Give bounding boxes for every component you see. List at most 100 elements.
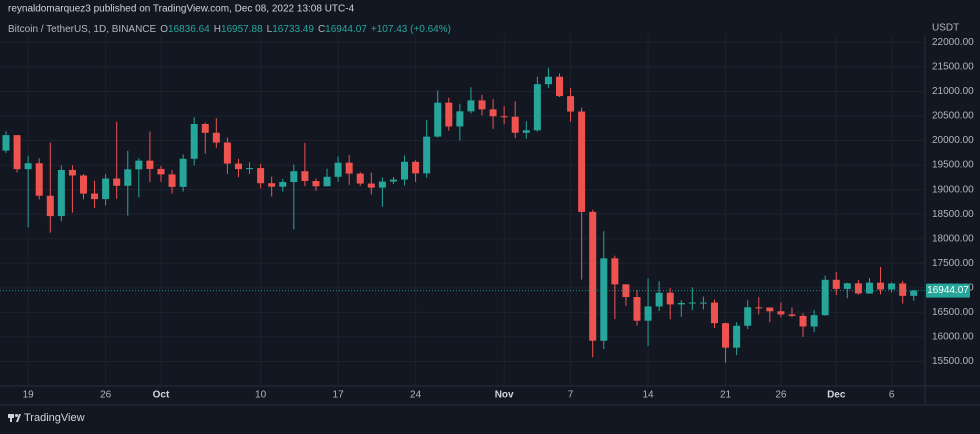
candle-body: [854, 283, 862, 294]
candle-body: [600, 258, 608, 341]
candle-body: [146, 160, 154, 169]
y-tick-label: 16500.00: [932, 307, 974, 318]
x-tick-label: 7: [568, 390, 574, 401]
candle-body: [57, 169, 65, 217]
legend: Bitcoin / TetherUS, 1D, BINANCE O16836.64…: [8, 24, 451, 35]
x-tick-label: Oct: [153, 390, 170, 401]
candle-body: [168, 174, 176, 187]
candle-body: [46, 195, 54, 217]
candle-body: [412, 161, 420, 174]
candle-body: [633, 297, 641, 321]
candle-body: [79, 175, 87, 194]
candle-body: [810, 315, 818, 327]
candle-body: [279, 182, 287, 187]
candle-body: [345, 162, 353, 174]
candle-body: [124, 169, 132, 186]
x-tick-label: 21: [720, 390, 732, 401]
candle-body: [655, 292, 663, 307]
logo-part: [16, 414, 21, 422]
candle-body: [744, 307, 752, 326]
candle-body: [533, 84, 541, 131]
candle-body: [589, 211, 597, 341]
candle-body: [2, 135, 10, 151]
candle-body: [467, 100, 475, 112]
candle-body: [910, 290, 918, 296]
candle-body: [611, 258, 619, 285]
candle-body: [234, 163, 242, 170]
x-tick-label: 6: [889, 390, 895, 401]
candle-body: [323, 176, 331, 187]
candle-body: [821, 279, 829, 316]
high-label: H: [214, 24, 221, 35]
symbol: Bitcoin / TetherUS, 1D, BINANCE: [8, 24, 157, 35]
candle-body: [434, 102, 442, 137]
y-tick-label: 18500.00: [932, 209, 974, 220]
candle-body: [766, 307, 774, 312]
candle-body: [755, 307, 763, 309]
candle-body: [35, 163, 43, 196]
candle-body: [500, 116, 508, 118]
y-tick-label: 21500.00: [932, 62, 974, 73]
x-tick-label: 17: [333, 390, 345, 401]
x-tick-label: Dec: [827, 390, 846, 401]
candle-body: [622, 284, 630, 298]
candle-body: [544, 76, 552, 85]
candle-body: [157, 168, 165, 175]
y-tick-label: 22000.00: [932, 37, 974, 48]
candle-body: [445, 102, 453, 127]
x-tick-label: Nov: [495, 390, 514, 401]
y-tick-label: 15500.00: [932, 356, 974, 367]
x-tick-label: 26: [100, 390, 112, 401]
candle-body: [899, 283, 907, 296]
candle-body: [113, 178, 121, 186]
candle-body: [102, 178, 110, 200]
candle-body: [699, 302, 707, 304]
y-tick-label: 20000.00: [932, 135, 974, 146]
candle-body: [401, 161, 409, 180]
candle-body: [865, 282, 873, 294]
candle-body: [888, 283, 896, 290]
candle-body: [788, 314, 796, 316]
y-tick-label: 16000.00: [932, 332, 974, 343]
candle-body: [190, 124, 198, 159]
candle-body: [201, 124, 209, 133]
low-value: 16733.49: [272, 24, 314, 35]
candle-body: [877, 282, 885, 290]
candle-body: [13, 135, 21, 170]
candle-body: [733, 325, 741, 348]
close-value: 16944.07: [325, 24, 367, 35]
candle-body: [677, 302, 685, 305]
last-price-label: 16944.07: [927, 285, 969, 296]
candle-body: [257, 168, 265, 184]
candle-body: [478, 100, 486, 110]
candle-body: [290, 171, 298, 183]
low-label: L: [267, 24, 273, 35]
y-tick-label: 18000.00: [932, 233, 974, 244]
x-tick-label: 10: [255, 390, 267, 401]
candle-body: [578, 111, 586, 212]
close-label: C: [318, 24, 325, 35]
currency: USDT: [932, 23, 959, 34]
candle-body: [832, 279, 840, 289]
candle-body: [301, 171, 309, 181]
y-tick-label: 17500.00: [932, 258, 974, 269]
candle-body: [456, 111, 464, 127]
candle-body: [722, 323, 730, 348]
x-tick-label: 24: [410, 390, 422, 401]
candle-body: [710, 302, 718, 324]
candle-body: [179, 158, 187, 187]
attribution: reynaldomarquez3 published on TradingVie…: [8, 4, 355, 15]
candle-body: [212, 132, 220, 143]
last-price-tag: [926, 283, 970, 298]
candle-body: [223, 142, 231, 164]
x-tick-label: 14: [642, 390, 654, 401]
candle-body: [68, 169, 76, 176]
candle-body: [777, 311, 785, 315]
candle-body: [246, 168, 254, 170]
candle-body: [843, 283, 851, 289]
candle-body: [24, 163, 32, 170]
y-tick-label: 19000.00: [932, 184, 974, 195]
candle-body: [91, 193, 99, 200]
x-tick-label: 19: [23, 390, 35, 401]
